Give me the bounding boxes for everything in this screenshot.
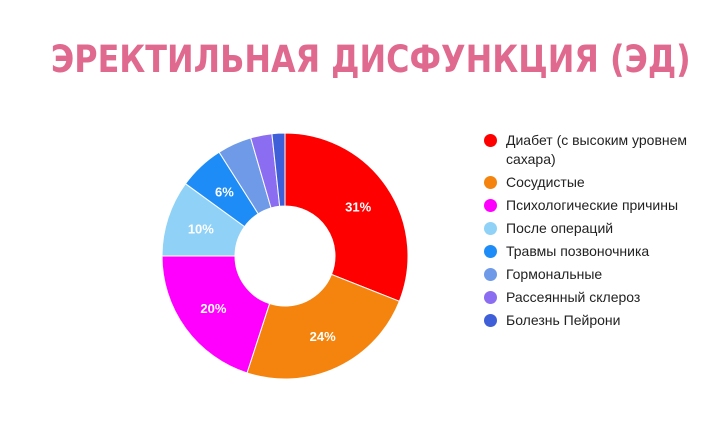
slice-label-1: 24% xyxy=(310,329,336,344)
slice-labels: 31% 24% 20% 10% 6% xyxy=(188,184,372,344)
legend-marker xyxy=(484,176,497,189)
slice-0 xyxy=(284,132,409,302)
legend-marker xyxy=(484,245,497,258)
legend-marker xyxy=(484,222,497,235)
donut-slices xyxy=(161,132,409,380)
legend-item-0: Диабет (с высоким уровнем сахара) xyxy=(484,131,724,169)
slice-label-2: 20% xyxy=(200,301,226,316)
legend-label: Рассеянный склероз xyxy=(506,289,641,305)
legend-label: Диабет (с высоким уровнем сахара) xyxy=(506,132,688,167)
slice-1 xyxy=(246,273,401,380)
legend-item-2: Психологические причины xyxy=(484,196,724,215)
legend-item-4: Травмы позвоночника xyxy=(484,242,724,261)
legend-item-3: После операций xyxy=(484,219,724,238)
legend-label: Сосудистые xyxy=(506,174,585,190)
legend-item-1: Сосудистые xyxy=(484,173,724,192)
slice-2 xyxy=(161,255,271,374)
legend-marker xyxy=(484,291,497,304)
legend-label: Травмы позвоночника xyxy=(506,243,650,259)
chart-legend: Диабет (с высоким уровнем сахара) Сосудис… xyxy=(484,131,724,334)
legend-item-6: Рассеянный склероз xyxy=(484,288,724,307)
legend-marker xyxy=(484,268,497,281)
legend-marker xyxy=(484,134,497,147)
legend-label: Психологические причины xyxy=(506,197,679,213)
slice-label-0: 31% xyxy=(345,199,371,214)
legend-item-7: Болезнь Пейрони xyxy=(484,311,724,330)
slice-label-4: 6% xyxy=(215,184,234,199)
slice-label-3: 10% xyxy=(188,222,214,237)
legend-label: После операций xyxy=(506,220,614,236)
legend-marker xyxy=(484,199,497,212)
legend-marker xyxy=(484,314,497,327)
chart-title: ЭРЕКТИЛЬНАЯ ДИСФУНКЦИЯ (ЭД) xyxy=(50,38,691,81)
legend-label: Болезнь Пейрони xyxy=(506,312,621,328)
legend-item-5: Гормональные xyxy=(484,265,724,284)
slice-7 xyxy=(271,132,286,207)
legend-label: Гормональные xyxy=(506,266,603,282)
